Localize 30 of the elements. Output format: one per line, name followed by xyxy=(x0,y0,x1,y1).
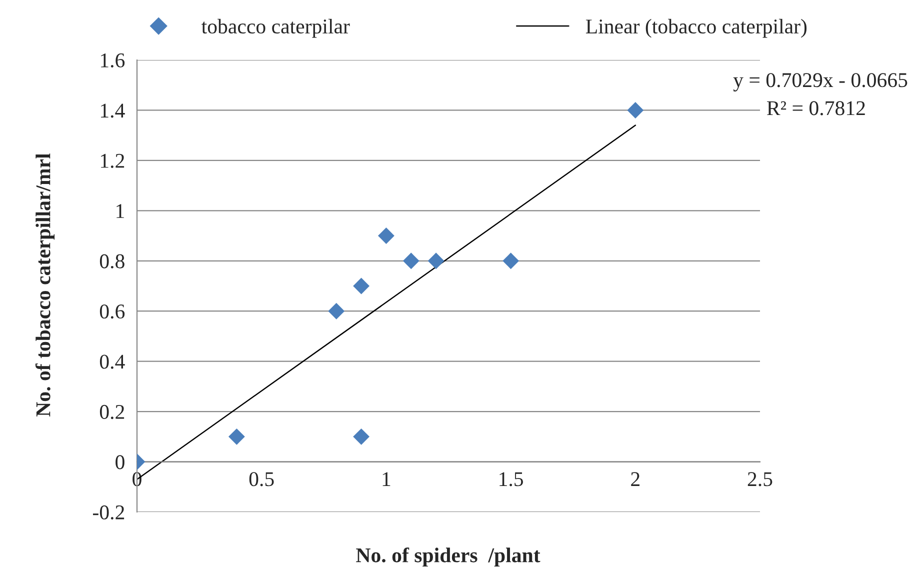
x-tick-label: 1.5 xyxy=(500,472,524,486)
y-tick-label: 1 xyxy=(116,204,124,218)
point xyxy=(428,252,444,270)
point xyxy=(353,278,370,294)
legend-label: tobacco caterpilar xyxy=(202,18,350,38)
legend-label: Linear (tobacco caterpilar) xyxy=(586,18,807,38)
point xyxy=(502,252,520,270)
y-tick-label: 1.4 xyxy=(100,104,125,118)
point xyxy=(627,102,644,118)
point xyxy=(228,428,245,445)
point xyxy=(378,228,394,244)
x-tick-label: 2 xyxy=(631,472,640,486)
y-tick-label: -0.2 xyxy=(92,505,124,520)
point xyxy=(353,428,370,445)
y-tick-label: 0.8 xyxy=(100,254,124,268)
x-axis-title: No. of spiders /plant xyxy=(356,547,540,567)
y-tick-label: 1.2 xyxy=(100,154,124,168)
point xyxy=(328,302,345,320)
x-tick-label: 2.5 xyxy=(748,472,772,486)
y-axis-title: No. of tobacco caterpillar/mrl xyxy=(35,153,55,417)
y-tick-label: 1.6 xyxy=(100,53,125,68)
text: R² = 0.7812 xyxy=(767,101,865,116)
y-tick-label: 0.2 xyxy=(100,404,124,420)
annotation: y = 0.7029x - 0.0665 xyxy=(733,73,908,92)
point xyxy=(402,252,420,270)
y-tick-label: 0.6 xyxy=(100,304,125,319)
x-tick-label: 1 xyxy=(382,472,390,486)
x-tick-label: 0.5 xyxy=(249,472,274,486)
y-tick-label: 0.4 xyxy=(100,354,125,369)
y-tick-label: 0 xyxy=(116,455,124,470)
